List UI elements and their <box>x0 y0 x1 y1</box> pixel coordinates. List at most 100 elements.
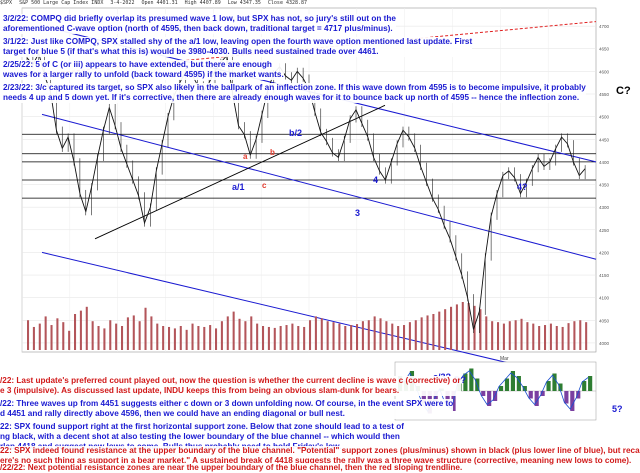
volume-bar <box>209 325 212 350</box>
volume-bar <box>338 323 341 350</box>
note-line: 2/23/22: 3/c captured its target, so SPX… <box>3 83 586 92</box>
note-line: d 4451 and rally directly above 4596, th… <box>0 409 345 418</box>
volume-bar <box>91 321 94 350</box>
volume-bar <box>168 326 171 350</box>
oscillator-bar <box>516 376 521 391</box>
note-line: waves for a larger rally to unfold (back… <box>3 70 284 79</box>
volume-bar <box>414 320 417 350</box>
volume-bar <box>285 325 288 350</box>
volume-bar <box>573 321 576 350</box>
volume-bar <box>420 317 423 350</box>
volume-bar <box>426 315 429 350</box>
volume-bar <box>485 316 488 350</box>
volume-bar <box>197 326 200 350</box>
volume-bar <box>379 318 382 350</box>
volume-bar <box>220 321 223 350</box>
y-tick-label: 4300 <box>599 205 610 210</box>
note-line: needs 4 up and 5 down yet. If it's corre… <box>3 93 580 102</box>
wave-label-3: 3 <box>355 208 361 218</box>
volume-bar <box>303 326 306 350</box>
y-tick-label: 4050 <box>599 318 610 323</box>
wave-label-C: C? <box>616 85 631 97</box>
header-date: 3-4-2022 <box>110 0 135 6</box>
chart-header: $SPX S&P 500 Large Cap Index INDX 3-4-20… <box>0 0 640 6</box>
oscillator-bar <box>546 381 551 391</box>
header-high: High 4407.89 <box>184 0 221 6</box>
volume-bar <box>203 326 206 350</box>
volume-bar <box>191 323 194 350</box>
volume-bar <box>314 316 317 350</box>
volume-bar <box>262 326 265 350</box>
volume-bar <box>408 322 411 350</box>
volume-bar <box>121 326 124 350</box>
volume-bar <box>450 306 453 350</box>
oscillator-bar <box>564 391 569 404</box>
volume-bar <box>38 323 41 350</box>
volume-bar <box>508 321 511 350</box>
note-line: target for blue 5 (if that's what this i… <box>3 47 379 56</box>
oscillator-bar <box>498 386 504 391</box>
wave-label-4q: 4? <box>517 182 528 192</box>
volume-bar <box>532 323 535 350</box>
volume-bar <box>68 330 71 350</box>
y-tick-label: 4150 <box>599 273 610 278</box>
volume-bar <box>332 322 335 350</box>
volume-bar <box>432 314 435 350</box>
note-line: ere's no such thing as support in a bear… <box>0 456 632 465</box>
oscillator-bar <box>588 376 593 391</box>
volume-bar <box>461 302 464 350</box>
volume-bar <box>132 315 135 350</box>
y-tick-label: 4200 <box>599 250 610 255</box>
volume-bar <box>567 323 570 350</box>
volume-bar <box>385 321 388 350</box>
wave-label-red-a: a <box>243 152 248 161</box>
note-line: /22: Last update's preferred count playe… <box>0 376 461 385</box>
volume-bar <box>444 309 447 350</box>
note-line: /22: Three waves up from 4451 suggests e… <box>0 399 454 408</box>
volume-bar <box>156 323 159 350</box>
y-tick-label: 4650 <box>599 47 610 52</box>
volume-bar <box>238 318 241 350</box>
note-2-23-22: 2/23/22: 3/c captured its target, so SPX… <box>3 83 586 103</box>
volume-bar <box>50 325 53 350</box>
volume-bar <box>179 326 182 350</box>
note-line: 22: SPX indeed found resistance at the u… <box>0 446 640 455</box>
oscillator-bar <box>558 383 563 391</box>
volume-bar <box>74 314 77 350</box>
oscillator-bar <box>534 391 539 406</box>
note-3-1-22: 3/1/22: Just like COMPQ, SPX stalled shy… <box>3 37 473 57</box>
y-tick-label: 4700 <box>599 24 610 29</box>
y-tick-label: 4250 <box>599 228 610 233</box>
oscillator-bar <box>576 391 581 399</box>
y-tick-label: 4600 <box>599 69 610 74</box>
volume-bar <box>538 326 541 350</box>
volume-bar <box>250 316 253 350</box>
note-line: 2/25/22: 5 of C (or iii) appears to have… <box>3 60 272 69</box>
volume-bar <box>502 323 505 350</box>
volume-bar <box>291 323 294 350</box>
volume-bar <box>32 326 35 350</box>
y-tick-label: 4450 <box>599 137 610 142</box>
volume-bar <box>544 325 547 350</box>
oscillator-bar <box>421 391 426 404</box>
volume-bar <box>561 326 564 350</box>
oscillator-bar <box>487 391 492 406</box>
volume-bar <box>526 322 529 350</box>
volume-bar <box>109 320 112 350</box>
volume-bar <box>267 326 270 350</box>
wave-label-a1: a/1 <box>232 182 245 192</box>
note-next-resistance: /22/22: Next potential resistance zones … <box>0 463 463 473</box>
volume-bar <box>397 326 400 350</box>
volume-bar <box>467 302 470 350</box>
volume-bar <box>185 329 188 350</box>
oscillator-bar <box>481 391 486 396</box>
oscillator-bar <box>510 371 516 391</box>
note-line: 22: SPX found support right at the first… <box>0 422 404 431</box>
header-low: Low 4347.35 <box>227 0 261 6</box>
note-resistance: 22: SPX indeed found resistance at the u… <box>0 446 640 466</box>
wave-label-red-c: c <box>262 181 267 190</box>
oscillator-bar <box>552 373 557 391</box>
note-3-2-22: 3/2/22: COMPQ did briefly overlap its pr… <box>3 14 396 34</box>
header-close: Close 4328.87 <box>267 0 308 6</box>
